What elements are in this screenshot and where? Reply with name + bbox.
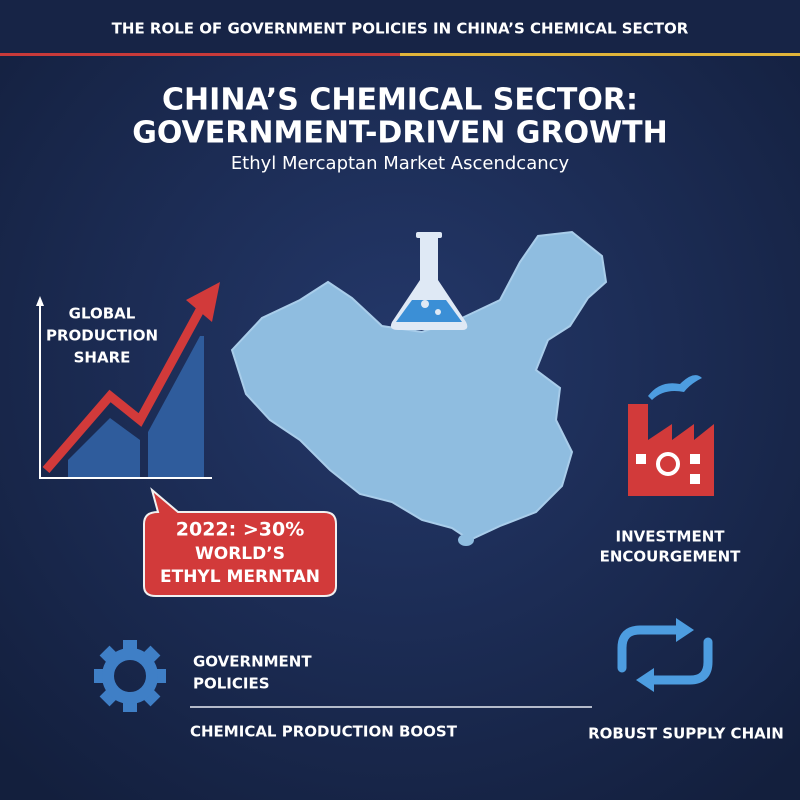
callout-box — [143, 487, 337, 597]
chart-label: GLOBAL — [69, 305, 136, 323]
header-title: THE ROLE OF GOVERNMENT POLICIES IN CHINA… — [112, 20, 689, 38]
main-title: GOVERNMENT-DRIVEN GROWTH — [132, 116, 668, 151]
boost-label: CHEMICAL PRODUCTION BOOST — [190, 723, 458, 741]
supply-label: ROBUST SUPPLY CHAIN — [588, 725, 784, 743]
investment-label: ENCOURGEMENT — [600, 548, 742, 566]
growth-chart — [36, 282, 220, 479]
chart-label: SHARE — [74, 349, 131, 367]
chart-label: PRODUCTION — [46, 327, 158, 345]
callout-text: 2022: >30% — [176, 519, 305, 541]
hainan — [458, 534, 474, 546]
policies-label: GOVERNMENT — [193, 653, 312, 671]
policies-label: POLICIES — [193, 675, 270, 693]
factory-icon — [628, 375, 714, 496]
investment-label: INVESTMENT — [616, 528, 726, 546]
header-bar — [0, 0, 800, 54]
main-title: CHINA’S CHEMICAL SECTOR: — [162, 83, 638, 118]
callout-text: ETHYL MERNTAN — [160, 567, 320, 587]
supply-chain-icon — [617, 618, 713, 692]
header-rule-red — [0, 53, 400, 56]
header-rule-yellow — [400, 53, 800, 56]
flask-icon — [390, 232, 468, 330]
subtitle: Ethyl Mercaptan Market Ascendcancy — [231, 153, 570, 174]
callout-text: WORLD’S — [195, 544, 285, 564]
